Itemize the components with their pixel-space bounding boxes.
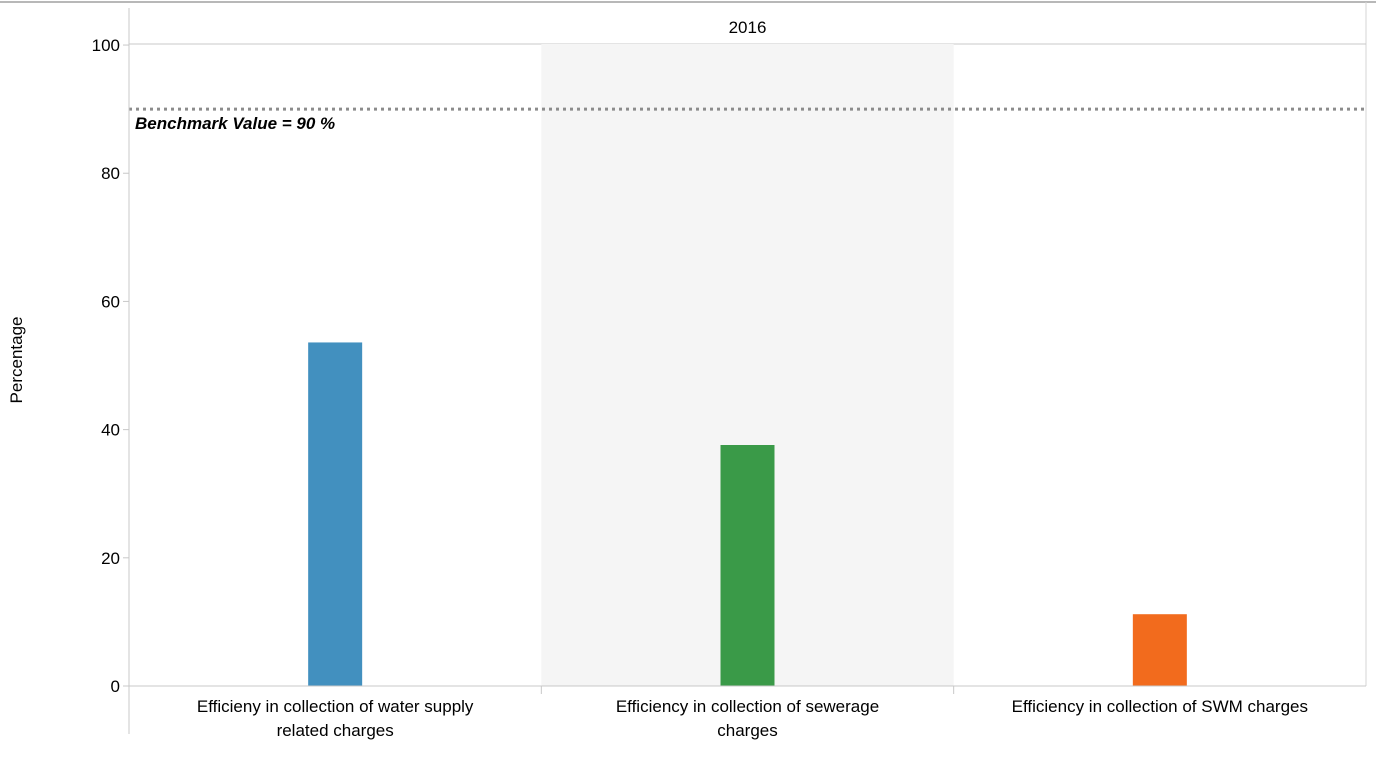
x-category-label-line: related charges <box>277 721 394 740</box>
column-header: 2016 <box>729 18 767 37</box>
x-category-label-line: charges <box>717 721 777 740</box>
y-tick-label: 100 <box>92 36 120 55</box>
x-category-label-line: Efficieny in collection of water supply <box>197 697 474 716</box>
y-tick-label: 20 <box>101 549 120 568</box>
y-tick-label: 40 <box>101 421 120 440</box>
x-category-label-line: Efficiency in collection of SWM charges <box>1012 697 1308 716</box>
bar <box>720 445 775 686</box>
x-category-label: Efficiency in collection of SWM charges <box>1012 697 1308 716</box>
y-tick-label: 80 <box>101 164 120 183</box>
x-category-label: Efficiency in collection of sewerage char… <box>616 697 879 740</box>
bar <box>1132 614 1187 686</box>
x-category-label-line: Efficiency in collection of sewerage <box>616 697 879 716</box>
bar <box>308 342 363 686</box>
y-tick-label: 0 <box>111 677 120 696</box>
y-axis-title: Percentage <box>7 317 26 404</box>
y-tick-label: 60 <box>101 292 120 311</box>
x-category-label: Efficieny in collection of water supply r… <box>197 697 474 740</box>
benchmark-label: Benchmark Value = 90 % <box>135 114 335 133</box>
